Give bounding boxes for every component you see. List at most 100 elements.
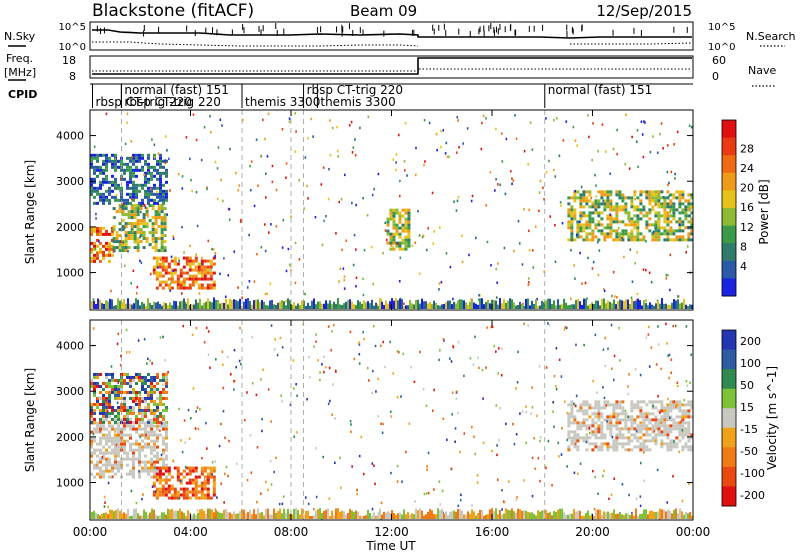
echo-cell <box>139 234 143 238</box>
echo-cell <box>639 445 643 449</box>
nearrange-cell <box>179 508 181 519</box>
echo-cell <box>160 204 164 208</box>
echo-cell <box>182 493 186 497</box>
echo-speck <box>553 118 555 122</box>
echo-speck <box>545 170 548 174</box>
echo-cell <box>129 186 132 190</box>
nearrange-cell <box>565 514 567 519</box>
nearrange-cell <box>193 304 195 309</box>
echo-cell <box>609 226 613 230</box>
echo-cell <box>684 415 688 419</box>
echo-speck <box>222 363 224 366</box>
echo-speck <box>447 155 450 159</box>
echo-cell <box>582 223 586 227</box>
echo-cell <box>144 159 147 163</box>
echo-speck <box>643 120 645 123</box>
echo-cell <box>102 418 105 422</box>
echo-cell <box>573 415 577 419</box>
y-tick-label: 3000 <box>56 175 84 188</box>
echo-cell <box>102 195 105 199</box>
echo-cell <box>162 463 165 467</box>
echo-cell <box>153 439 156 443</box>
echo-speck <box>673 143 675 146</box>
nearrange-cell <box>181 511 183 519</box>
echo-speck <box>270 324 273 327</box>
echo-speck <box>196 224 199 228</box>
echo-cell <box>124 237 128 241</box>
echo-speck <box>525 410 528 414</box>
echo-cell <box>127 210 131 214</box>
echo-speck <box>92 327 95 330</box>
echo-speck <box>220 482 222 485</box>
echo-cell <box>407 217 411 221</box>
nearrange-cell <box>643 509 645 519</box>
echo-cell <box>138 433 141 437</box>
echo-cell <box>114 378 117 382</box>
echo-cell <box>161 493 165 497</box>
echo-cell <box>108 457 111 461</box>
echo-cell <box>594 205 598 209</box>
echo-cell <box>684 433 688 437</box>
echo-cell <box>96 159 99 163</box>
echo-cell <box>144 390 147 394</box>
echo-cell <box>567 412 571 416</box>
echo-speck <box>672 475 674 478</box>
echo-speck <box>343 287 346 290</box>
echo-cell <box>585 448 589 452</box>
echo-cell <box>681 436 685 440</box>
echo-cell <box>645 403 649 407</box>
echo-cell <box>93 244 96 248</box>
cpid-label: CPID <box>8 88 37 101</box>
echo-cell <box>663 220 667 224</box>
echo-speck <box>210 130 212 134</box>
echo-cell <box>645 448 649 452</box>
echo-cell <box>127 237 131 241</box>
echo-cell <box>690 229 694 233</box>
echo-speck <box>689 208 692 211</box>
echo-cell <box>118 228 122 232</box>
nearrange-cell <box>207 298 209 309</box>
nearrange-cell <box>315 304 317 309</box>
echo-cell <box>636 238 640 242</box>
echo-speck <box>102 183 104 187</box>
echo-cell <box>386 220 390 224</box>
echo-cell <box>191 277 195 281</box>
echo-cell <box>105 168 108 172</box>
echo-speck <box>282 495 285 498</box>
nearrange-cell <box>607 300 609 309</box>
echo-speck <box>332 323 335 327</box>
echo-speck <box>392 158 395 161</box>
echo-cell <box>618 190 622 194</box>
echo-cell <box>591 448 595 452</box>
nearrange-cell <box>547 512 549 519</box>
echo-cell <box>621 196 625 200</box>
echo-cell <box>102 171 105 175</box>
echo-speck <box>164 359 166 362</box>
echo-cell <box>681 448 685 452</box>
echo-cell <box>102 198 105 202</box>
echo-cell <box>153 414 156 418</box>
nsearch-tick-bottom: 10^0 <box>708 42 735 53</box>
echo-cell <box>675 415 679 419</box>
echo-speck <box>159 258 162 262</box>
echo-cell <box>147 201 150 205</box>
echo-speck <box>459 450 461 454</box>
echo-cell <box>579 223 583 227</box>
echo-cell <box>165 174 168 178</box>
echo-cell <box>129 424 132 428</box>
echo-cell <box>121 228 125 232</box>
echo-cell <box>114 463 117 467</box>
echo-speck <box>172 237 175 241</box>
echo-cell <box>90 381 93 385</box>
echo-speck <box>491 449 493 453</box>
echo-cell <box>642 412 646 416</box>
echo-speck <box>105 398 107 402</box>
echo-speck <box>456 390 459 393</box>
nearrange-cell <box>583 298 585 309</box>
echo-cell <box>155 286 159 290</box>
echo-speck <box>120 205 123 209</box>
echo-speck <box>454 427 457 430</box>
echo-speck <box>689 214 691 218</box>
echo-cell <box>141 375 144 379</box>
nearrange-cell <box>429 302 431 309</box>
